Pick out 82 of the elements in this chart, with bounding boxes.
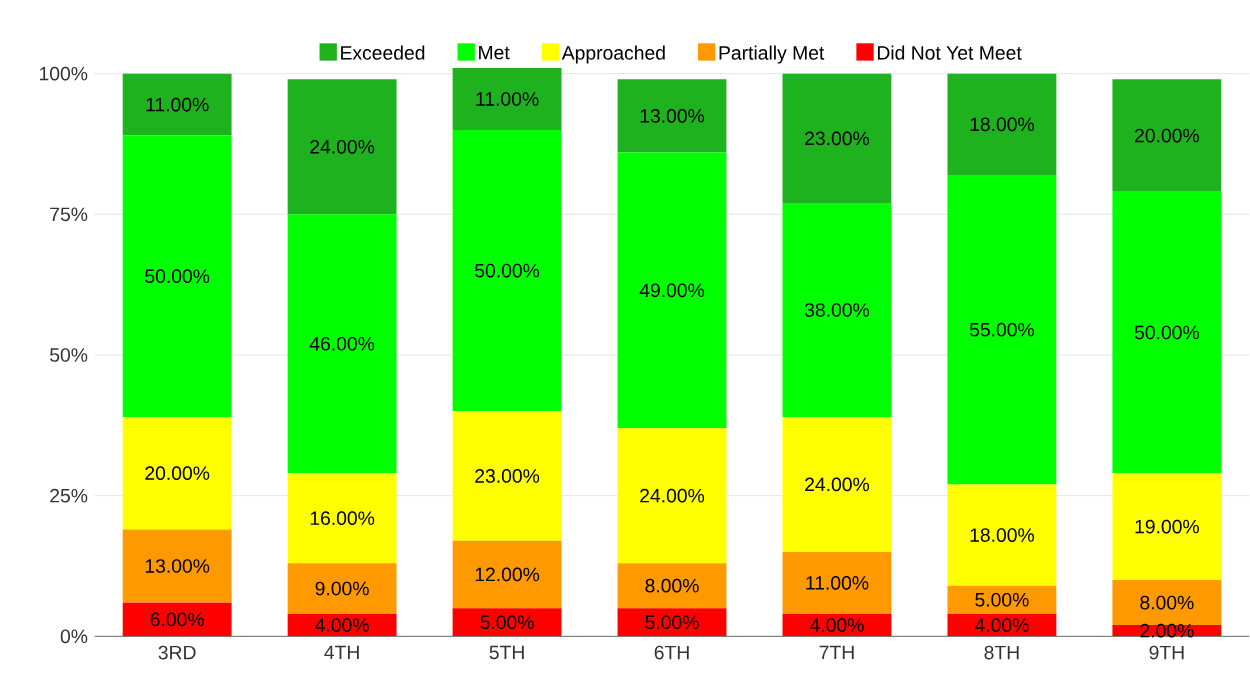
data-label: 55.00% [969,322,1035,337]
data-label: 9.00% [315,581,369,596]
data-label: 18.00% [970,117,1035,132]
bar [287,563,397,614]
data-label: 23.00% [475,469,540,483]
x-tick-label: 8TH [984,645,1019,660]
bar [452,608,562,637]
y-tick-label: 25% [50,488,88,503]
bar [782,73,892,204]
x-tick-label: 4TH [324,645,359,660]
data-label: 5.00% [975,592,1029,607]
data-label: 12.00% [475,567,540,582]
data-label: 13.00% [145,559,210,573]
bar [287,79,397,215]
data-label: 4.00% [809,618,864,632]
bar [122,73,232,136]
bar [782,416,892,552]
x-tick-label: 7TH [819,645,854,660]
x-tick-label: 3RD [158,645,196,660]
bar [617,608,727,637]
data-label: 6.00% [150,612,204,627]
legend-label: Did Not Yet Meet [877,45,1022,60]
data-label: 8.00% [1140,595,1194,610]
x-tick-label: 5TH [489,645,524,660]
bar [617,79,727,153]
data-label: 19.00% [1135,519,1199,534]
bar [287,473,397,564]
data-label: 2.00% [1140,623,1194,638]
bar [287,214,397,474]
data-label: 11.00% [476,92,539,106]
data-label: 4.00% [974,618,1029,632]
bar [947,585,1057,614]
data-label: 13.00% [640,109,705,123]
bar [617,563,727,609]
bar [452,129,562,412]
bar [122,602,232,637]
data-label: 11.00% [806,576,869,590]
data-label: 8.00% [645,578,699,593]
bar [122,416,232,530]
bar [617,428,727,564]
data-label: 18.00% [970,528,1035,542]
bar [452,68,562,130]
data-label: 38.00% [804,303,870,317]
y-tick-label: 100% [39,66,88,81]
legend-label: Exceeded [341,45,425,60]
x-tick-label: 6TH [654,645,689,660]
data-label: 20.00% [1135,128,1199,143]
data-label: 49.00% [639,283,705,298]
bar [1112,79,1222,192]
data-label: 24.00% [310,139,375,154]
data-label: 16.00% [310,511,375,526]
bar [782,551,892,614]
bar [1112,191,1222,474]
data-label: 5.00% [645,615,699,630]
data-label: 23.00% [805,131,870,146]
data-label: 50.00% [145,269,210,284]
bar [947,484,1057,586]
bar [452,411,562,541]
bar [947,73,1057,175]
data-label: 24.00% [640,488,705,503]
data-label: 20.00% [145,466,210,480]
data-label: 11.00% [146,97,209,112]
data-label: 46.00% [309,336,375,351]
y-tick-label: 75% [50,207,88,222]
bar [1112,473,1222,581]
legend-label: Approached [561,45,665,64]
data-label: 50.00% [1134,325,1199,340]
legend-label: Met [479,45,510,60]
bar [782,203,892,417]
bar [122,529,232,603]
x-tick-label: 9TH [1149,645,1184,660]
legend-label: Partially Met [719,45,825,64]
data-label: 50.00% [475,263,540,278]
bar [452,540,562,609]
bar [947,174,1057,485]
data-label: 5.00% [480,615,534,630]
bar [122,135,232,417]
data-label: 24.00% [805,477,870,492]
data-label: 4.00% [315,618,369,632]
y-tick-label: 0% [60,629,88,644]
y-tick-label: 50% [50,348,88,362]
bar [617,152,727,429]
